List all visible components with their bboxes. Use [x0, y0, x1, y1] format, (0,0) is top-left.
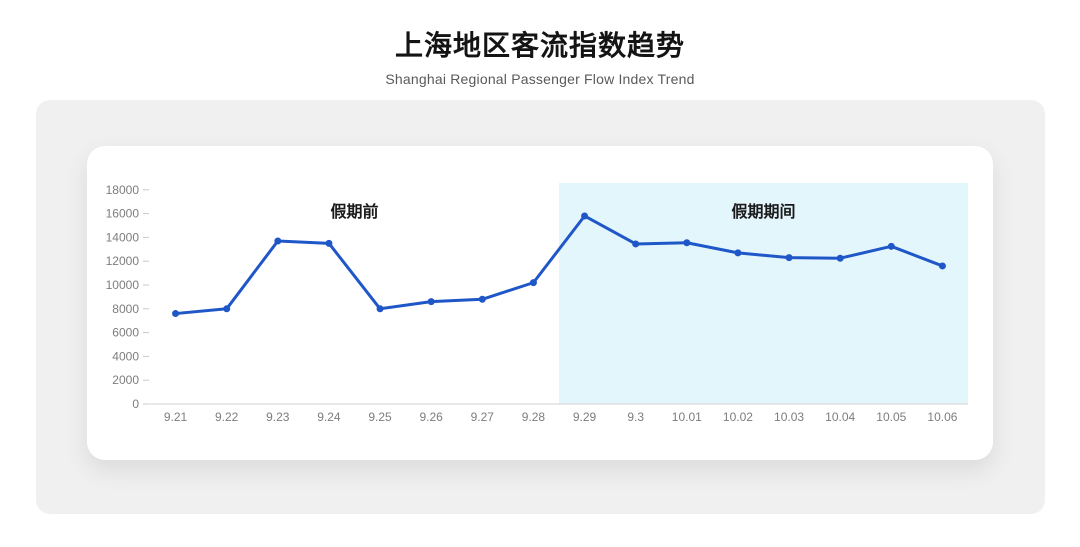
x-axis-label: 9.24: [317, 410, 341, 424]
x-axis-label: 9.29: [573, 410, 597, 424]
x-axis-label: 10.06: [927, 410, 957, 424]
chart-svg: 0 2000 4000 6000 8000 10000 12000 14000 16000 180…: [106, 183, 968, 424]
data-point: [325, 239, 333, 247]
x-axis-label: 9.22: [215, 410, 239, 424]
x-axis-label: 9.3: [627, 410, 644, 424]
y-axis-label: 12000: [106, 254, 140, 268]
data-point: [581, 212, 589, 220]
x-axis-label: 10.03: [774, 410, 804, 424]
data-point: [172, 310, 180, 318]
data-point: [887, 242, 895, 250]
chart-panel: 0 2000 4000 6000 8000 10000 12000 14000 16000 180…: [36, 100, 1045, 514]
data-point: [529, 279, 537, 287]
data-point: [478, 295, 486, 303]
y-axis-label: 6000: [112, 326, 139, 340]
x-axis-label: 9.23: [266, 410, 290, 424]
y-axis-label: 4000: [112, 349, 139, 363]
x-axis-label: 10.01: [672, 410, 702, 424]
data-point: [836, 254, 844, 262]
x-axis-label: 10.04: [825, 410, 855, 424]
holiday-highlight: [559, 183, 968, 404]
y-axis-label: 16000: [106, 207, 140, 221]
x-axis-label: 10.05: [876, 410, 906, 424]
x-axis-label: 9.25: [368, 410, 392, 424]
y-axis-label: 18000: [106, 183, 140, 197]
x-axis-label: 9.21: [164, 410, 188, 424]
data-point: [785, 254, 793, 262]
data-point: [683, 239, 691, 247]
x-axis-label: 9.26: [420, 410, 444, 424]
x-axis-label: 9.27: [471, 410, 495, 424]
page-subtitle: Shanghai Regional Passenger Flow Index T…: [385, 71, 695, 87]
data-point: [376, 305, 384, 313]
data-point: [734, 249, 742, 257]
y-axis-label: 2000: [112, 373, 139, 387]
chart-card: 0 2000 4000 6000 8000 10000 12000 14000 16000 180…: [87, 146, 993, 460]
y-axis-label: 0: [132, 397, 139, 411]
chart-header: 上海地区客流指数趋势 Shanghai Regional Passenger F…: [0, 24, 1080, 87]
data-point: [274, 237, 282, 245]
y-axis-label: 10000: [106, 278, 140, 292]
y-axis-label: 14000: [106, 230, 140, 244]
region-label-holiday: 假期期间: [731, 202, 795, 221]
data-point: [223, 305, 231, 313]
x-axis-label: 10.02: [723, 410, 753, 424]
region-label-pre-holiday: 假期前: [330, 202, 378, 221]
y-axis-label: 8000: [112, 302, 139, 316]
data-point: [938, 262, 946, 270]
page-title: 上海地区客流指数趋势: [394, 30, 685, 61]
data-point: [632, 240, 640, 248]
data-point: [427, 298, 435, 306]
x-axis-label: 9.28: [522, 410, 546, 424]
trend-line: [174, 214, 944, 316]
